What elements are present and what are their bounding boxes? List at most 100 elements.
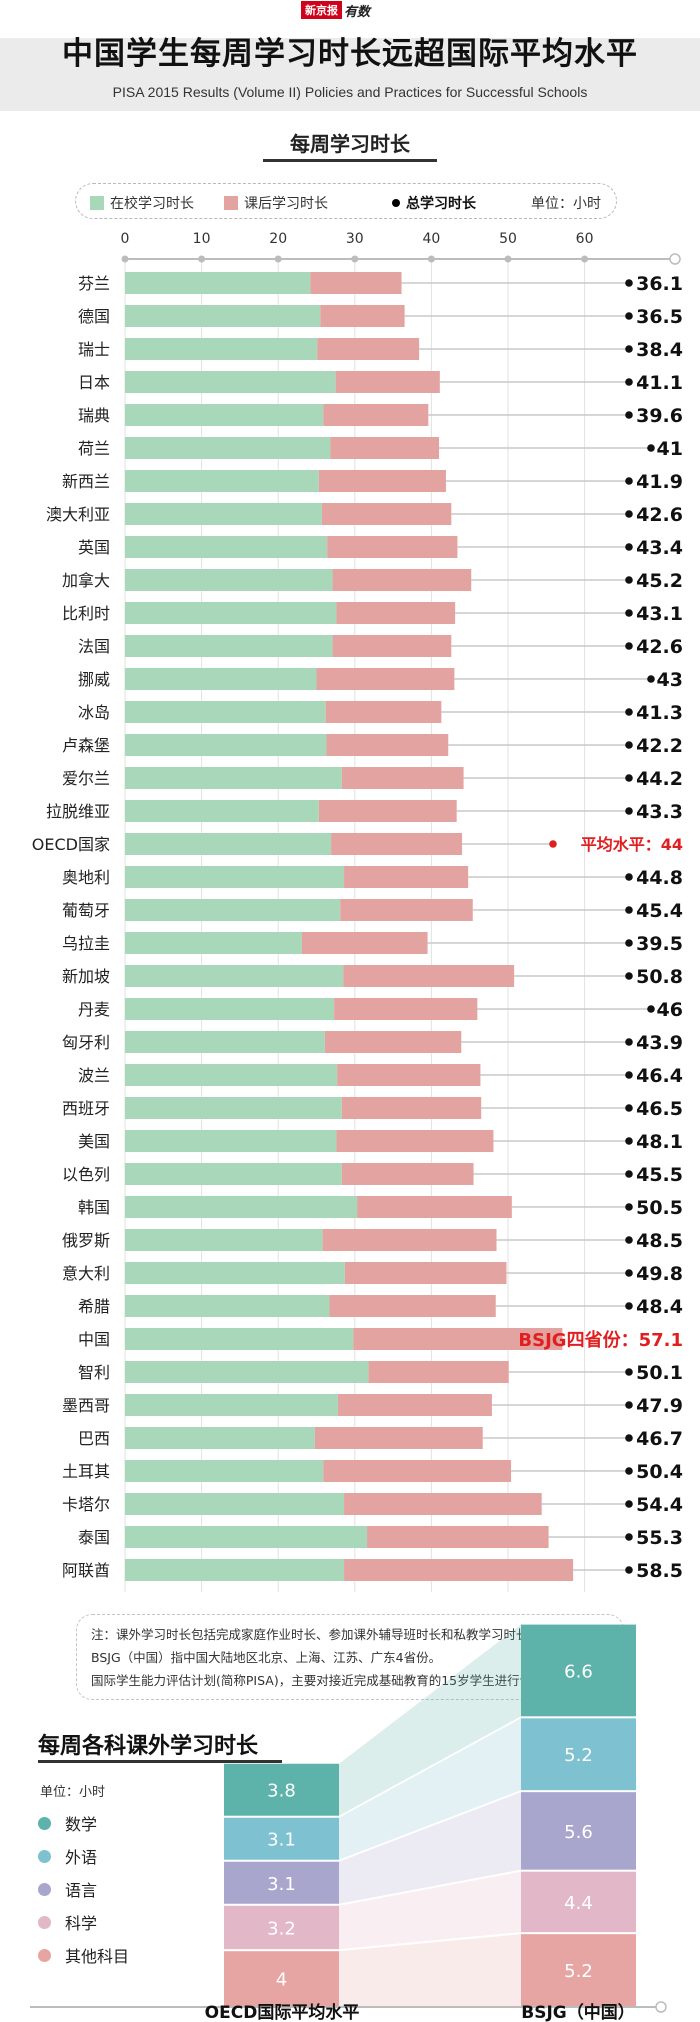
total-dot-22 [647,1005,655,1013]
legend-total: 总学习时长 [392,193,476,213]
chart2-legend-language: 语言 [38,1877,97,1901]
bar-school-13 [125,701,326,723]
bar-school-36 [125,1460,324,1482]
row-label-36: 土耳其 [62,1462,110,1481]
bar-school-7 [125,503,322,525]
bar-after-3 [335,371,440,393]
seg-label-0-2: 3.1 [267,1874,296,1895]
row-label-18: 奥地利 [62,868,110,887]
bar-school-39 [125,1559,345,1581]
bar-after-28 [357,1196,512,1218]
total-dot-3 [625,378,633,386]
page-title: 中国学生每周学习时长远超国际平均水平 [62,36,638,72]
legend-school-swatch [90,196,104,210]
row-label-33: 智利 [78,1363,110,1382]
bar-school-1 [125,305,321,327]
bar-after-8 [327,536,458,558]
bar-school-4 [125,404,324,426]
total-label-30: 49.8 [636,1263,683,1285]
row-label-12: 挪威 [78,670,110,689]
chart1-svg: 0 10 20 30 40 50 60 芬兰 36.1 德国 36.5 瑞士 38.4 日本 41.1 瑞典 3… [32,231,683,1592]
total-dot-0 [625,279,633,287]
bar-after-4 [323,404,429,426]
seg-1-2 [521,1792,636,1870]
legend-unit: 单位：小时 [531,196,601,212]
bar-after-1 [320,305,405,327]
bar-after-6 [318,470,446,492]
legend-foreign-label: 外语 [65,1848,98,1867]
bar-school-12 [125,668,317,690]
bar-school-11 [125,635,333,657]
bar-school-16 [125,800,319,822]
bar-school-33 [125,1361,369,1383]
total-label-36: 50.4 [636,1461,683,1483]
row-label-8: 英国 [78,538,110,557]
total-dot-8 [625,543,633,551]
bar-school-3 [125,371,336,393]
total-dot-6 [625,477,633,485]
chart2-legend-math: 数学 [38,1811,97,1835]
seg-0-2 [224,1861,339,1904]
row-label-17: OECD国家 [32,835,110,854]
row-label-2: 瑞士 [78,340,110,359]
x-tick-label-0: 0 [121,231,130,247]
category-label-1: BSJG（中国） [521,2002,634,2022]
total-dot-36 [625,1467,633,1475]
bar-school-20 [125,932,302,954]
total-label-33: 50.1 [636,1362,683,1384]
legend-other-label: 其他科目 [65,1947,130,1966]
seg-1-0 [521,1624,636,1717]
total-label-11: 42.6 [636,636,683,658]
x-tick-label-1: 10 [193,231,211,247]
total-dot-11 [625,642,633,650]
bar-after-21 [343,965,515,987]
bar-after-32 [353,1328,563,1350]
row-label-34: 墨西哥 [62,1396,110,1415]
total-dot-31 [625,1302,633,1310]
legend-science-label: 科学 [65,1914,98,1933]
row-label-32: 中国 [78,1330,110,1349]
total-label-32: BSJG四省份：57.1 [518,1329,683,1351]
seg-1-4 [521,1934,636,2006]
bar-school-17 [125,833,332,855]
total-label-12: 43 [657,669,683,691]
total-dot-38 [625,1533,633,1541]
band-4 [339,1934,521,2006]
total-label-19: 45.4 [636,900,683,922]
row-label-16: 拉脱维亚 [46,802,110,821]
total-dot-12 [647,675,655,683]
seg-label-0-0: 3.8 [267,1781,296,1802]
bar-after-29 [322,1229,497,1251]
bar-school-5 [125,437,331,459]
legend-total-label: 总学习时长 [406,196,476,212]
bar-school-34 [125,1394,338,1416]
bar-school-14 [125,734,327,756]
total-label-10: 43.1 [636,603,683,625]
total-label-29: 48.5 [636,1230,683,1252]
row-label-27: 以色列 [62,1165,110,1184]
bar-after-0 [310,272,402,294]
bar-after-5 [330,437,440,459]
total-dot-34 [625,1401,633,1409]
total-dot-1 [625,312,633,320]
bar-after-14 [326,734,449,756]
page-subtitle: PISA 2015 Results (Volume II) Policies a… [112,84,588,100]
row-label-37: 卡塔尔 [62,1495,110,1514]
total-label-17: 平均水平：44 [581,835,683,854]
bar-after-34 [337,1394,492,1416]
bar-school-31 [125,1295,330,1317]
total-dot-30 [625,1269,633,1277]
row-label-24: 波兰 [78,1066,110,1085]
total-dot-9 [625,576,633,584]
bar-school-23 [125,1031,325,1053]
total-label-4: 39.6 [636,405,683,427]
row-label-6: 新西兰 [62,472,110,491]
legend-foreign-dot [38,1849,51,1863]
row-label-28: 韩国 [78,1198,110,1217]
legend-after-swatch [224,196,238,210]
row-label-15: 爱尔兰 [62,769,110,788]
chart1-title-underline [263,159,437,162]
bar-after-26 [336,1130,494,1152]
bar-after-39 [344,1559,574,1581]
row-label-4: 瑞典 [78,406,110,425]
